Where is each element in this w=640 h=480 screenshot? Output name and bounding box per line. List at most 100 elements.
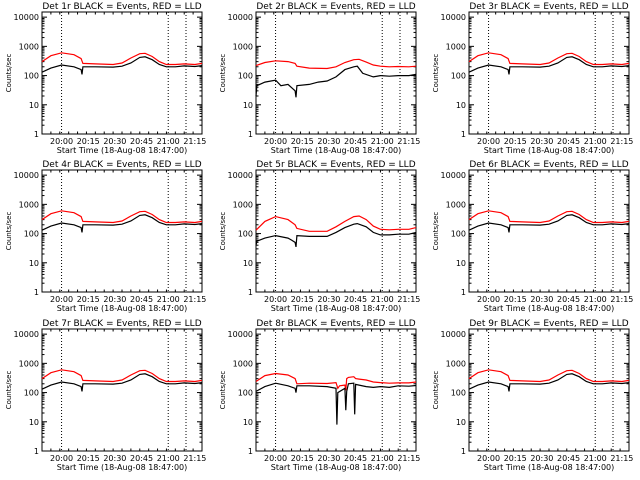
x-tick-label: 20:30 [530, 295, 553, 304]
panel-title: Det 5r BLACK = Events, RED = LLD [256, 160, 415, 170]
plot-frame [468, 11, 630, 135]
panel-title: Det 6r BLACK = Events, RED = LLD [469, 160, 628, 170]
x-tick-label: 20:45 [344, 137, 367, 146]
panel-title: Det 1r BLACK = Events, RED = LLD [42, 2, 201, 12]
y-tick-label: 100 [24, 230, 39, 239]
x-tick-label: 20:45 [130, 295, 153, 304]
x-tick-label: 21:00 [371, 454, 394, 463]
y-tick-label: 10 [456, 418, 466, 427]
y-tick-label: 1 [248, 288, 253, 297]
x-tick-label: 20:00 [264, 137, 287, 146]
x-tick-label: 20:15 [77, 295, 100, 304]
y-tick-label: 100 [451, 389, 466, 398]
y-tick-label: 100 [238, 230, 253, 239]
x-tick-label: 20:45 [130, 137, 153, 146]
y-tick-label: 1 [248, 130, 253, 139]
x-axis-label: Start Time (18-Aug-08 18:47:00) [484, 146, 615, 155]
x-tick-label: 21:15 [183, 295, 206, 304]
plot-frame [255, 11, 417, 135]
y-tick-label: 10 [456, 101, 466, 110]
x-axis-label: Start Time (18-Aug-08 18:47:00) [57, 463, 188, 472]
x-tick-label: 21:15 [183, 454, 206, 463]
x-tick-label: 21:15 [610, 295, 633, 304]
x-tick-label: 20:45 [344, 295, 367, 304]
y-tick-label: 100 [238, 389, 253, 398]
plot-frame [41, 328, 203, 452]
y-tick-label: 10 [456, 259, 466, 268]
y-tick-label: 1000 [233, 200, 253, 209]
y-tick-label: 1 [34, 130, 39, 139]
y-tick-label: 1 [461, 130, 466, 139]
x-tick-label: 20:30 [530, 454, 553, 463]
lld-series-line [255, 372, 417, 391]
y-tick-label: 10000 [441, 330, 466, 339]
x-tick-label: 21:00 [371, 137, 394, 146]
y-tick-label: 1000 [19, 359, 39, 368]
x-tick-label: 20:15 [504, 454, 527, 463]
x-tick-label: 20:45 [557, 137, 580, 146]
y-tick-label: 1 [248, 447, 253, 456]
y-tick-label: 100 [451, 72, 466, 81]
lld-series-line [41, 210, 203, 224]
x-tick-label: 20:30 [317, 137, 340, 146]
x-tick-label: 21:00 [157, 137, 180, 146]
x-tick-label: 20:00 [264, 454, 287, 463]
y-tick-label: 1000 [19, 42, 39, 51]
x-tick-label: 20:00 [50, 454, 73, 463]
y-tick-label: 10000 [14, 330, 39, 339]
panel-det-3r: Det 3r BLACK = Events, RED = LLD 1 10 100 10… [432, 2, 633, 155]
y-axis-label: Counts/sec [219, 54, 227, 93]
x-tick-label: 20:15 [504, 295, 527, 304]
x-tick-label: 20:00 [50, 295, 73, 304]
panel-det-1r: Det 1r BLACK = Events, RED = LLD 1 10 100 10… [5, 2, 206, 155]
events-series-line [468, 373, 630, 392]
y-axis-label: Counts/sec [5, 54, 13, 93]
plot-frame [468, 328, 630, 452]
y-tick-label: 100 [238, 72, 253, 81]
events-series-line [255, 222, 417, 248]
y-tick-label: 10000 [228, 330, 253, 339]
y-tick-label: 100 [24, 389, 39, 398]
x-axis-label: Start Time (18-Aug-08 18:47:00) [271, 463, 402, 472]
y-tick-label: 10000 [14, 171, 39, 180]
y-tick-label: 10 [243, 418, 253, 427]
y-axis-label: Counts/sec [219, 212, 227, 251]
plot-frame [41, 11, 203, 135]
events-series-line [468, 56, 630, 75]
x-tick-label: 20:45 [557, 454, 580, 463]
x-tick-label: 20:30 [530, 137, 553, 146]
y-tick-label: 1 [461, 447, 466, 456]
x-tick-label: 20:45 [557, 295, 580, 304]
events-series-line [41, 56, 203, 75]
y-tick-label: 1000 [19, 200, 39, 209]
y-tick-label: 10 [29, 101, 39, 110]
y-axis-label: Counts/sec [5, 212, 13, 251]
panel-title: Det 2r BLACK = Events, RED = LLD [256, 2, 415, 12]
y-tick-label: 1000 [233, 42, 253, 51]
x-tick-label: 20:15 [77, 454, 100, 463]
x-tick-label: 21:00 [371, 295, 394, 304]
x-axis-label: Start Time (18-Aug-08 18:47:00) [57, 304, 188, 313]
x-tick-label: 20:00 [264, 295, 287, 304]
x-tick-label: 21:00 [584, 454, 607, 463]
lld-series-line [468, 369, 630, 383]
x-tick-label: 21:00 [584, 295, 607, 304]
x-axis-label: Start Time (18-Aug-08 18:47:00) [484, 304, 615, 313]
x-axis-label: Start Time (18-Aug-08 18:47:00) [484, 463, 615, 472]
plot-frame [41, 169, 203, 293]
panel-det-5r: Det 5r BLACK = Events, RED = LLD 1 10 100 10… [219, 160, 420, 313]
x-tick-label: 20:00 [477, 295, 500, 304]
lld-series-line [255, 215, 417, 232]
y-axis-label: Counts/sec [432, 371, 440, 410]
x-tick-label: 20:30 [317, 295, 340, 304]
x-tick-label: 21:15 [397, 454, 420, 463]
events-series-line [255, 65, 417, 98]
x-tick-label: 20:30 [103, 295, 126, 304]
y-axis-label: Counts/sec [5, 371, 13, 410]
y-tick-label: 10 [243, 259, 253, 268]
lld-series-line [41, 369, 203, 383]
y-tick-label: 10000 [441, 171, 466, 180]
panel-det-6r: Det 6r BLACK = Events, RED = LLD 1 10 100 10… [432, 160, 633, 313]
y-tick-label: 1000 [233, 359, 253, 368]
y-tick-label: 10000 [14, 13, 39, 22]
